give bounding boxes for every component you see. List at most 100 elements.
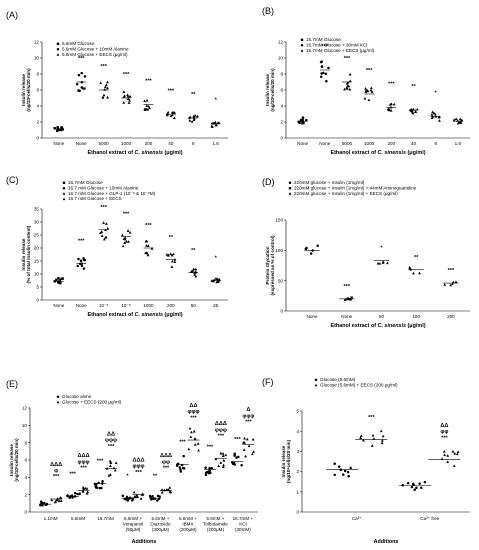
data-point-eecs [190, 430, 193, 434]
x-tick-label-line: Ca²⁺ [352, 516, 362, 521]
data-point-eecs [219, 461, 223, 464]
y-tick-label: 6 [24, 458, 27, 463]
legend-marker [314, 378, 318, 382]
data-point [430, 116, 434, 120]
data-point [106, 226, 110, 230]
legend-marker [300, 49, 304, 52]
data-point [98, 231, 102, 235]
x-tick-label: 200 [447, 314, 455, 319]
data-point-glucose [413, 488, 416, 492]
y-tick-label: 0 [296, 510, 299, 515]
data-point-glucose [121, 494, 125, 498]
data-point-glucose [179, 468, 182, 471]
data-point-glucose [233, 463, 236, 466]
data-point [104, 83, 108, 87]
data-point [305, 246, 308, 250]
data-point-glucose [208, 466, 211, 470]
significance-label: *** [108, 444, 115, 450]
x-tick-label: 25 [213, 303, 219, 308]
data-point-eecs [380, 439, 384, 442]
data-point-glucose [418, 482, 421, 485]
data-point [301, 116, 305, 119]
x-tick-label: None [307, 314, 318, 319]
data-point [215, 280, 219, 284]
significance-label: *** [343, 284, 350, 290]
data-point-glucose [346, 470, 350, 474]
data-point [103, 85, 107, 89]
data-point-eecs [381, 434, 385, 438]
data-point [191, 269, 195, 272]
x-tick-label: None [76, 141, 87, 146]
legend-marker [56, 53, 60, 56]
data-point [193, 114, 197, 117]
data-point-eecs [139, 497, 143, 500]
x-tick-label: 1.6 [455, 141, 462, 146]
data-point [369, 86, 373, 90]
data-point [437, 115, 441, 119]
data-point-eecs [56, 497, 60, 500]
legend-entry: 5.6mM Glucose [62, 41, 95, 46]
data-point [101, 95, 105, 99]
x-tick-label-line: (30mM) [235, 527, 251, 532]
data-point-eecs [107, 474, 111, 477]
data-point [173, 111, 176, 114]
data-point [81, 87, 84, 90]
x-axis-label-part: Ethanol extract of [331, 150, 378, 156]
significance-label: * [380, 246, 383, 252]
x-tick-label-line: 16.7mM + [233, 516, 254, 521]
y-tick-label: 2 [36, 120, 39, 125]
panel-f: (F) 0 1 2 3 4 5 Insulin release(ng/10⁶cells/20 … [262, 377, 470, 545]
x-tick-label-line: KCl [239, 521, 246, 526]
data-point [363, 97, 367, 100]
y-tick-label: 8 [36, 72, 39, 77]
data-point [214, 277, 218, 280]
significance-label: *** [234, 437, 241, 443]
data-point-eecs [59, 496, 63, 499]
data-point [166, 112, 170, 116]
data-point [192, 117, 196, 120]
x-tick-label: 50 [191, 303, 197, 308]
data-point [148, 106, 151, 110]
data-point [126, 93, 129, 97]
x-tick-label: None [53, 303, 64, 308]
y-axis-label-line: Insulin release [265, 74, 270, 106]
significance-label: *** [190, 415, 197, 421]
x-tick-label-line: 5.6mM + [206, 516, 224, 521]
data-point [167, 253, 170, 257]
panel-label: (D) [262, 177, 275, 187]
y-tick-label: 12 [34, 40, 40, 45]
significance-label: ΔΔΔ [215, 421, 227, 427]
data-point [316, 244, 319, 247]
legend-entry: 16.7 mM Glucose + GLP-1 (10⁻⁶ & 10⁻⁸M) [68, 191, 156, 196]
significance-label: φφφ [242, 413, 254, 419]
x-tick-label: Ca²⁺ free [420, 516, 439, 521]
x-tick-label-line: 5.6mM [71, 516, 85, 521]
y-axis-label: Insulin release(ng/10⁶cells/20 min) [265, 68, 275, 112]
x-tick-label: Ca²⁺ [352, 516, 362, 521]
data-point [145, 104, 149, 107]
data-point [123, 241, 127, 244]
x-tick-label: None [297, 141, 308, 146]
x-axis-label-part: (μg/ml) [406, 150, 426, 156]
data-point [76, 264, 79, 268]
x-axis-label-part: (μg/ml) [163, 150, 183, 156]
significance-label: ** [411, 84, 416, 90]
data-point [59, 128, 62, 132]
data-point [369, 88, 373, 92]
data-point [83, 75, 87, 78]
y-axis-label-line: (ng/10⁶cells/20 min) [270, 68, 275, 112]
significance-label: Δ [246, 407, 250, 413]
x-tick-label-line: Ca²⁺ free [420, 516, 439, 521]
data-point-glucose [131, 499, 134, 502]
y-axis-label-line: Insulin release [21, 74, 26, 106]
significance-label: ** [191, 92, 196, 98]
y-axis-label-line: (ng/10⁶cells/20 min) [14, 438, 19, 482]
data-point-glucose [178, 466, 182, 469]
y-axis-label: Insulin release(ng/10⁶cells/20 min) [9, 438, 19, 482]
data-point [378, 262, 382, 265]
legend-entry: Glucose (5.6mM) + EECS (200 μg/ml) [320, 382, 398, 387]
data-point [145, 251, 149, 255]
data-point [99, 81, 103, 85]
data-point [80, 71, 83, 75]
y-tick-label: 0 [36, 298, 39, 303]
